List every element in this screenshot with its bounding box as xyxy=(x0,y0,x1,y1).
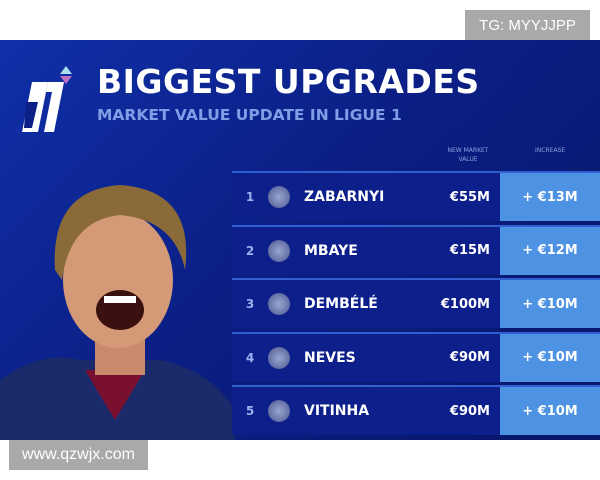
player-name: MBAYE xyxy=(304,242,358,259)
market-value: €55M xyxy=(449,189,490,205)
player-photo xyxy=(0,185,235,440)
watermark-bottom: www.qzwjx.com xyxy=(9,440,148,470)
market-value: €15M xyxy=(449,243,490,258)
rank: 4 xyxy=(245,350,255,365)
rank: 1 xyxy=(245,190,255,204)
psg-crest-icon xyxy=(268,239,290,262)
table-row: 2 MBAYE €15M + €12M xyxy=(232,224,600,275)
upgrades-table: 1 ZABARNYI €55M + €13M 2 MBAYE €15M + €12M 3 DE… xyxy=(232,171,600,439)
table-row: 5 VITINHA €90M + €10M xyxy=(232,385,600,435)
table-row: 4 NEVES €90M + €10M xyxy=(232,331,600,382)
column-header-value: NEW MARKET VALUE xyxy=(447,147,489,163)
table-row: 3 DEMBÉLÉ €100M + €10M xyxy=(232,278,600,328)
increase: + €10M xyxy=(500,333,600,382)
increase: + €10M xyxy=(500,280,600,328)
market-value: €90M xyxy=(449,350,490,365)
increase: + €13M xyxy=(500,173,600,221)
psg-crest-icon xyxy=(268,293,290,315)
ligue1-logo-icon xyxy=(22,66,72,132)
market-value: €100M xyxy=(440,296,490,312)
column-header-increase: INCREASE xyxy=(534,147,566,154)
player-name: VITINHA xyxy=(304,403,370,419)
rank: 2 xyxy=(245,243,255,258)
psg-crest-icon xyxy=(268,346,290,369)
increase: + €12M xyxy=(500,226,600,275)
page-subtitle: MARKET VALUE UPDATE IN LIGUE 1 xyxy=(97,106,402,124)
infographic: BIGGEST UPGRADES MARKET VALUE UPDATE IN … xyxy=(0,40,600,440)
rank: 5 xyxy=(245,404,255,418)
player-name: ZABARNYI xyxy=(304,189,385,205)
table-row: 1 ZABARNYI €55M + €13M xyxy=(232,171,600,221)
player-name: NEVES xyxy=(304,349,356,366)
market-value: €90M xyxy=(449,403,490,419)
player-name: DEMBÉLÉ xyxy=(304,296,378,312)
rank: 3 xyxy=(245,297,255,311)
increase: + €10M xyxy=(500,387,600,435)
psg-crest-icon xyxy=(268,400,290,422)
watermark-top: TG: MYYJJPP xyxy=(465,10,590,40)
page-title: BIGGEST UPGRADES xyxy=(97,62,480,101)
psg-crest-icon xyxy=(268,186,290,208)
